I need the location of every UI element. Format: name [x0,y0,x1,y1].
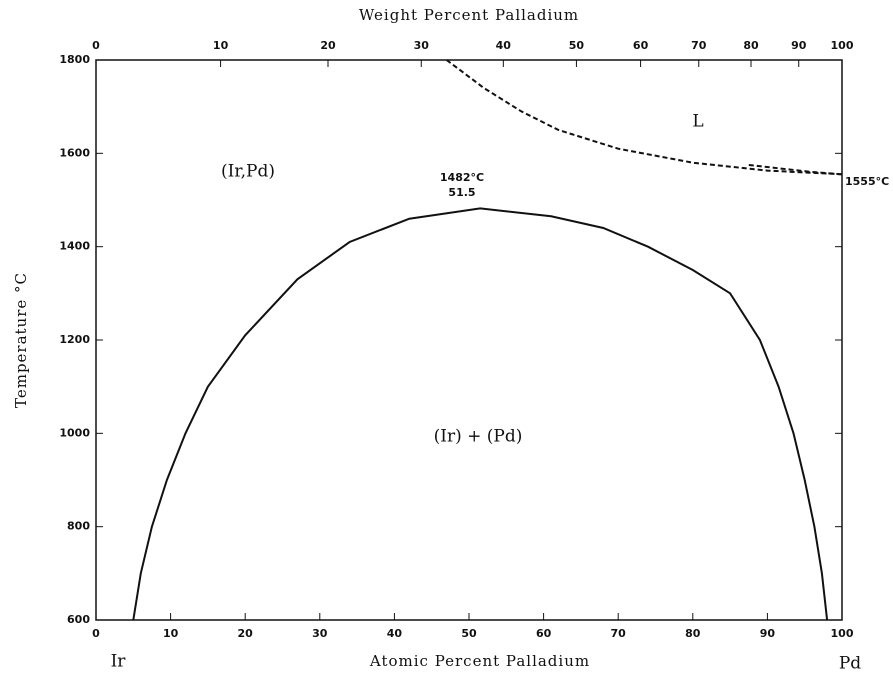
y-tick-label: 1400 [59,240,90,253]
x-tick-label: 70 [611,627,627,640]
x2-tick-label: 0 [92,39,100,52]
x2-tick-label: 100 [831,39,854,52]
y-tick-label: 1200 [59,333,90,346]
x2-tick-label: 20 [320,39,336,52]
x-tick-label: 100 [831,627,854,640]
x-tick-label: 40 [387,627,403,640]
x-tick-label: 20 [238,627,254,640]
y-axis-title: Temperature °C [12,272,30,408]
x-tick-label: 80 [685,627,701,640]
phase-boundary [749,165,842,174]
x2-tick-label: 10 [213,39,229,52]
x-axis-title: Atomic Percent Palladium [369,652,590,670]
annotation: (Ir,Pd) [221,162,275,182]
annotation: 1482°C [440,171,484,184]
y-tick-label: 1800 [59,53,90,66]
x-tick-label: 60 [536,627,552,640]
x2-tick-label: 50 [569,39,585,52]
plot-frame [96,60,842,620]
x2-axis-title: Weight Percent Palladium [359,6,579,24]
x-tick-label: 10 [163,627,179,640]
phase-boundary [133,208,827,620]
x-tick-label: 0 [92,627,100,640]
y-tick-label: 1600 [59,146,90,159]
x2-tick-label: 90 [791,39,807,52]
annotation: L [692,112,703,132]
phase-boundary [447,60,842,174]
annotation: Pd [839,654,861,674]
chart: Weight Percent Palladium Atomic Percent … [0,0,893,674]
y-tick-label: 1000 [59,426,90,439]
x2-tick-label: 30 [414,39,430,52]
x2-tick-label: 60 [633,39,649,52]
annotation: (Ir) + (Pd) [434,427,523,447]
annotation: Ir [111,652,127,672]
y-tick-label: 600 [67,613,90,626]
x2-tick-label: 80 [743,39,759,52]
x-tick-label: 30 [312,627,328,640]
annotation: 1555°C [845,175,889,188]
annotation: 51.5 [448,186,475,199]
x-tick-label: 50 [461,627,477,640]
x2-tick-label: 70 [691,39,707,52]
x2-tick-label: 40 [496,39,512,52]
y-tick-label: 800 [67,520,90,533]
x-tick-label: 90 [760,627,776,640]
